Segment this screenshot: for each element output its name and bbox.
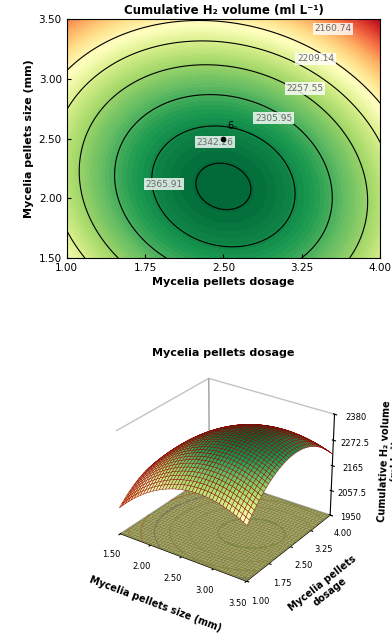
Text: 2209.14: 2209.14	[297, 54, 334, 63]
X-axis label: Mycelia pellets dosage: Mycelia pellets dosage	[152, 277, 295, 287]
Text: 2257.55: 2257.55	[287, 84, 323, 93]
Y-axis label: Mycelia pellets
dosage: Mycelia pellets dosage	[287, 553, 365, 622]
Text: 2365.91: 2365.91	[145, 180, 183, 189]
X-axis label: Mycelia pellets size (mm): Mycelia pellets size (mm)	[88, 575, 223, 634]
Text: 2305.95: 2305.95	[255, 114, 292, 123]
Text: 2342.26: 2342.26	[197, 138, 234, 147]
Title: Mycelia pellets dosage: Mycelia pellets dosage	[152, 347, 295, 358]
Text: 6ₒ: 6ₒ	[228, 121, 238, 132]
Text: 2160.74: 2160.74	[315, 24, 352, 33]
Title: Cumulative H₂ volume (ml L⁻¹): Cumulative H₂ volume (ml L⁻¹)	[123, 4, 323, 17]
Y-axis label: Mycelia pellets size (mm): Mycelia pellets size (mm)	[24, 59, 34, 218]
